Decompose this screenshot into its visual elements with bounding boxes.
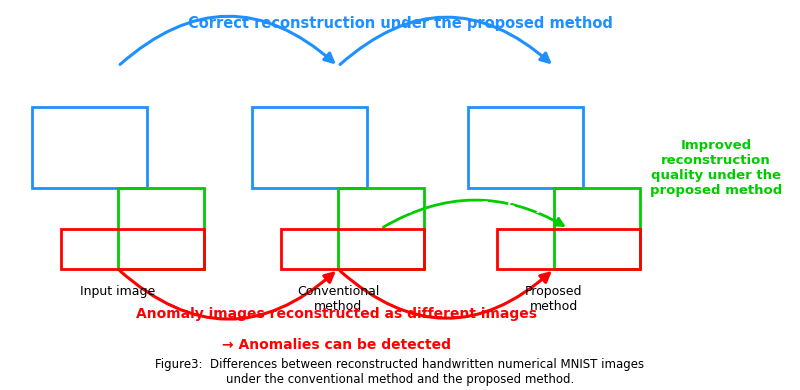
Text: 8: 8 — [376, 120, 386, 135]
Text: 9: 9 — [477, 160, 488, 175]
Text: 6: 6 — [620, 79, 631, 94]
Text: 0: 0 — [506, 120, 516, 135]
Text: 4: 4 — [563, 160, 574, 175]
Text: 2: 2 — [347, 120, 358, 135]
Text: Input image: Input image — [80, 285, 156, 298]
Text: 4: 4 — [534, 160, 545, 175]
Text: 1: 1 — [184, 201, 195, 216]
Text: Correct reconstruction under the proposed method: Correct reconstruction under the propose… — [187, 16, 613, 30]
Text: 7: 7 — [70, 120, 80, 135]
Text: 7: 7 — [376, 241, 386, 256]
Text: 3: 3 — [261, 241, 272, 256]
Text: 9: 9 — [156, 79, 166, 94]
Text: 9: 9 — [376, 201, 386, 216]
Text: 6: 6 — [404, 79, 415, 94]
Text: 0: 0 — [98, 160, 109, 175]
Text: Conventional
method: Conventional method — [297, 285, 379, 313]
Text: 9: 9 — [70, 201, 80, 216]
Text: Anomaly images reconstructed as different images: Anomaly images reconstructed as differen… — [135, 307, 537, 321]
Text: 7: 7 — [156, 120, 166, 135]
Text: 0: 0 — [98, 241, 109, 256]
Text: 8: 8 — [620, 201, 631, 216]
Text: 0: 0 — [184, 241, 195, 256]
Text: 8: 8 — [563, 201, 574, 216]
Text: 8: 8 — [184, 79, 195, 94]
Text: 3: 3 — [41, 79, 52, 94]
Text: 4: 4 — [592, 79, 602, 94]
Text: 3: 3 — [477, 120, 488, 135]
Text: 4: 4 — [404, 160, 415, 175]
Text: 8: 8 — [347, 160, 358, 175]
Text: 4: 4 — [261, 120, 272, 135]
Text: 7: 7 — [477, 241, 488, 256]
Text: 1: 1 — [318, 201, 329, 216]
Text: 4: 4 — [534, 120, 545, 135]
Text: 0: 0 — [98, 120, 109, 135]
Text: 5: 5 — [376, 160, 386, 175]
Text: 2: 2 — [290, 241, 300, 256]
Text: 0: 0 — [127, 79, 138, 94]
Text: 2: 2 — [261, 160, 272, 175]
Text: 5: 5 — [127, 241, 138, 256]
Text: 9: 9 — [506, 79, 516, 94]
Text: 5: 5 — [261, 79, 272, 94]
Text: 6: 6 — [347, 201, 358, 216]
Text: 1: 1 — [184, 120, 195, 135]
Text: 9: 9 — [620, 160, 631, 175]
Text: 0: 0 — [506, 160, 516, 175]
Text: 7: 7 — [318, 241, 329, 256]
Text: 2: 2 — [290, 201, 300, 216]
Text: 4: 4 — [347, 79, 358, 94]
Text: 4: 4 — [290, 79, 300, 94]
Text: 9: 9 — [620, 241, 631, 256]
Text: 7: 7 — [70, 160, 80, 175]
Text: 9: 9 — [127, 201, 138, 216]
Text: 6: 6 — [98, 79, 109, 94]
Text: 2: 2 — [261, 201, 272, 216]
Text: Improved
reconstruction
quality under the
proposed method: Improved reconstruction quality under th… — [650, 139, 782, 197]
Text: 6: 6 — [592, 241, 602, 256]
Text: 1: 1 — [127, 160, 138, 175]
Text: 0: 0 — [156, 241, 166, 256]
Text: 0: 0 — [127, 120, 138, 135]
Text: 7: 7 — [404, 120, 415, 135]
Text: 8: 8 — [290, 120, 300, 135]
Text: 8: 8 — [563, 120, 574, 135]
Text: 5: 5 — [506, 201, 516, 216]
Text: 5: 5 — [41, 160, 52, 175]
Text: 8: 8 — [318, 160, 329, 175]
Text: 4: 4 — [156, 160, 166, 175]
Text: 6: 6 — [376, 79, 386, 94]
Text: 7: 7 — [534, 201, 545, 216]
Text: 9: 9 — [156, 201, 166, 216]
Text: 1: 1 — [506, 241, 516, 256]
Text: Figure3:  Differences between reconstructed handwritten numerical MNIST images
u: Figure3: Differences between reconstruct… — [155, 358, 645, 386]
Text: 4: 4 — [41, 120, 52, 135]
Text: 4: 4 — [592, 160, 602, 175]
Text: 7: 7 — [404, 241, 415, 256]
Text: 8: 8 — [592, 201, 602, 216]
Text: 0: 0 — [563, 79, 574, 94]
Text: 2: 2 — [41, 241, 52, 256]
Text: 3: 3 — [404, 201, 415, 216]
Text: 2: 2 — [41, 201, 52, 216]
Text: → Anomalies can be detected: → Anomalies can be detected — [222, 338, 450, 352]
Text: 6: 6 — [184, 160, 195, 175]
Text: 9: 9 — [534, 241, 545, 256]
Text: 6: 6 — [477, 201, 488, 216]
Text: 9: 9 — [98, 201, 109, 216]
Text: 7: 7 — [347, 241, 358, 256]
Text: 1: 1 — [592, 120, 602, 135]
Text: 9: 9 — [534, 79, 545, 94]
Text: 7: 7 — [70, 241, 80, 256]
Text: 9: 9 — [477, 79, 488, 94]
Text: 9: 9 — [290, 160, 300, 175]
Text: 4: 4 — [620, 120, 631, 135]
Text: 7: 7 — [563, 241, 574, 256]
Text: Proposed
method: Proposed method — [526, 285, 582, 313]
Text: 4: 4 — [318, 120, 329, 135]
Text: 0: 0 — [318, 79, 329, 94]
Text: 6: 6 — [70, 79, 80, 94]
